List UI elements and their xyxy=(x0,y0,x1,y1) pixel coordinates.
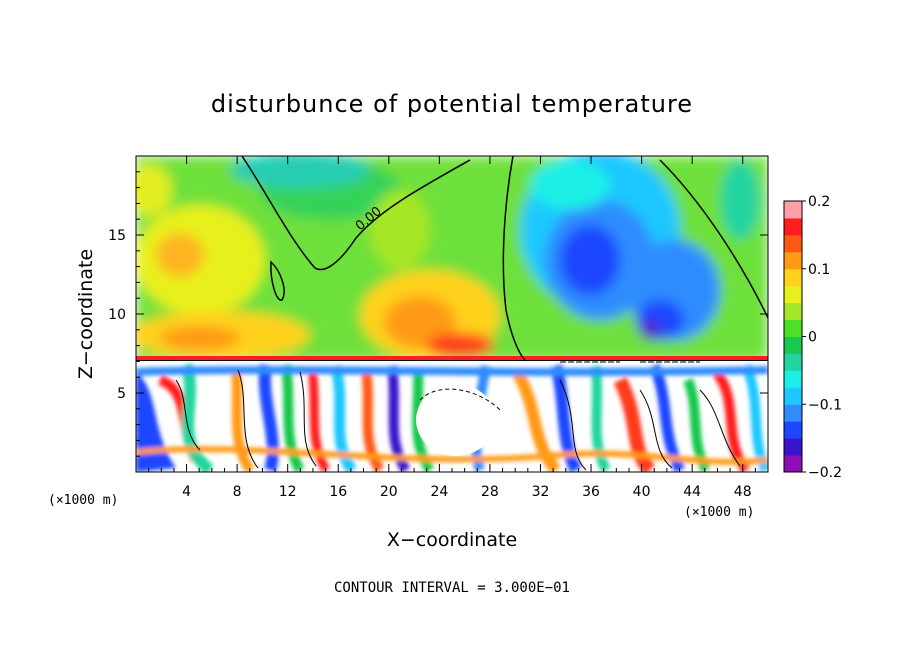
x-tick-label: 20 xyxy=(380,484,398,500)
x-tick-label: 44 xyxy=(683,484,701,500)
chart-title: disturbunce of potential temperature xyxy=(211,90,693,118)
x-tick-label: 32 xyxy=(532,484,550,500)
colorbar-swatch xyxy=(784,387,802,405)
x-tick-label: 36 xyxy=(582,484,600,500)
colorbar-tick-label: 0.1 xyxy=(808,262,830,278)
x-unit-left: (×1000 m) xyxy=(48,493,118,508)
colorbar-swatch xyxy=(784,370,802,388)
colorbar-swatch xyxy=(784,404,802,422)
y-tick-label: 5 xyxy=(117,386,126,402)
x-axis-label: X−coordinate xyxy=(387,529,517,551)
y-axis-label: Z−coordinate xyxy=(75,249,97,379)
colorbar: 0.2 0.1 0 −0.1 −0.2 xyxy=(783,194,842,481)
x-tick-label: 24 xyxy=(430,484,448,500)
lower-contours xyxy=(175,361,741,471)
colorbar-swatch xyxy=(784,302,802,321)
colorbar-swatch xyxy=(784,319,802,337)
colorbar-swatch xyxy=(784,285,802,304)
zero-contours xyxy=(241,156,768,361)
colorbar-swatch xyxy=(784,268,802,287)
x-axis: 4 8 12 16 20 24 28 32 36 40 44 48 xyxy=(148,156,756,500)
x-tick-label: 4 xyxy=(182,484,191,500)
x-tick-label: 28 xyxy=(481,484,499,500)
colorbar-swatch xyxy=(784,353,802,371)
colorbar-swatch xyxy=(784,438,802,456)
colorbar-tick-label: −0.1 xyxy=(808,397,842,413)
colorbar-swatch xyxy=(784,421,802,439)
x-unit-right: (×1000 m) xyxy=(684,505,754,520)
y-tick-label: 10 xyxy=(108,307,126,323)
colorbar-swatch xyxy=(784,217,802,236)
colorbar-tick-label: 0.2 xyxy=(808,194,830,210)
colorbar-tick-label: −0.2 xyxy=(808,465,842,481)
y-tick-label: 15 xyxy=(108,228,126,244)
colorbar-tick-label: 0 xyxy=(808,330,817,346)
x-tick-label: 16 xyxy=(329,484,347,500)
x-tick-label: 8 xyxy=(233,484,242,500)
inversion-line xyxy=(136,356,768,360)
colorbar-swatch xyxy=(784,251,802,270)
x-tick-label: 40 xyxy=(633,484,651,500)
x-tick-label: 12 xyxy=(279,484,297,500)
field-lower xyxy=(136,361,768,472)
contour-interval: CONTOUR INTERVAL = 3.000E−01 xyxy=(334,580,570,596)
colorbar-swatch xyxy=(784,234,802,253)
plot-area: 0.00 xyxy=(136,156,768,472)
colorbar-swatch xyxy=(784,455,802,473)
colorbar-swatch xyxy=(784,336,802,354)
x-tick-label: 48 xyxy=(734,484,752,500)
field-upper xyxy=(136,156,768,361)
colorbar-swatch xyxy=(784,201,802,219)
y-axis: 5 10 15 xyxy=(108,171,768,457)
